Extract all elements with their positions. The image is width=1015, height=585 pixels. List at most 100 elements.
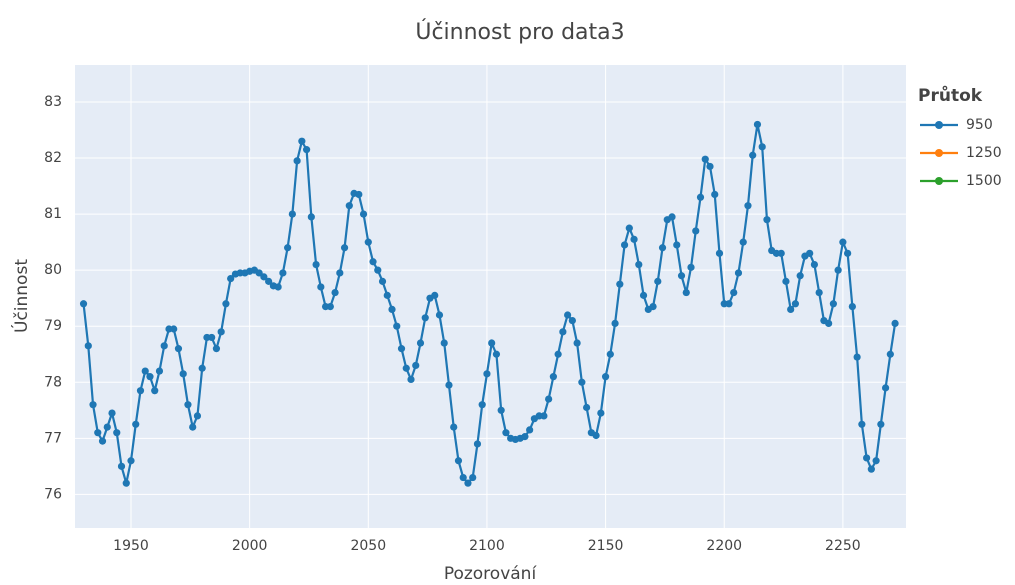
legend-swatch-marker bbox=[935, 149, 943, 157]
x-tick-label: 2250 bbox=[825, 538, 861, 554]
data-point bbox=[265, 277, 273, 285]
data-point bbox=[568, 317, 576, 325]
x-tick-label: 1950 bbox=[113, 538, 149, 554]
data-point bbox=[559, 328, 567, 336]
data-point bbox=[606, 350, 614, 358]
data-point bbox=[227, 274, 235, 283]
data-point bbox=[293, 157, 301, 165]
data-point bbox=[184, 401, 192, 409]
data-point bbox=[564, 311, 572, 319]
data-point bbox=[834, 266, 842, 274]
data-point bbox=[393, 322, 401, 330]
data-point bbox=[853, 353, 861, 361]
data-point bbox=[98, 437, 107, 445]
data-point bbox=[141, 367, 149, 375]
data-point bbox=[326, 302, 334, 311]
data-point bbox=[763, 216, 771, 224]
data-point bbox=[469, 473, 477, 482]
y-tick-label: 82 bbox=[44, 150, 62, 166]
data-point bbox=[630, 235, 638, 243]
data-point bbox=[117, 462, 126, 470]
y-tick-label: 81 bbox=[44, 206, 62, 222]
data-point bbox=[601, 373, 610, 381]
data-point bbox=[734, 269, 743, 277]
data-point bbox=[464, 479, 472, 487]
data-point bbox=[127, 457, 135, 465]
data-point bbox=[796, 272, 804, 280]
x-tick-label: 2000 bbox=[232, 538, 268, 554]
data-point bbox=[787, 305, 795, 313]
data-point bbox=[739, 238, 747, 246]
data-point bbox=[79, 300, 88, 308]
data-point bbox=[170, 325, 178, 333]
data-point bbox=[639, 291, 648, 299]
data-point bbox=[317, 283, 325, 291]
data-point bbox=[815, 288, 823, 297]
data-point bbox=[758, 143, 766, 151]
data-point bbox=[151, 387, 159, 395]
data-point bbox=[635, 260, 643, 269]
x-axis-title: Pozorování bbox=[444, 564, 538, 584]
data-point bbox=[179, 370, 187, 378]
data-point bbox=[829, 300, 837, 308]
legend-label: 1250 bbox=[966, 145, 1002, 161]
legend-swatch-marker bbox=[935, 121, 943, 129]
data-point bbox=[284, 244, 292, 252]
data-point bbox=[445, 381, 453, 389]
data-point bbox=[497, 406, 505, 414]
data-point bbox=[730, 288, 738, 297]
data-point bbox=[136, 387, 145, 395]
data-point bbox=[302, 146, 311, 154]
data-point bbox=[132, 420, 140, 428]
data-point bbox=[369, 258, 377, 266]
data-point bbox=[668, 213, 676, 221]
data-point bbox=[89, 401, 97, 409]
data-point bbox=[658, 244, 667, 252]
data-point bbox=[307, 213, 315, 221]
data-point bbox=[402, 364, 410, 372]
data-point bbox=[312, 260, 320, 269]
data-point bbox=[274, 283, 282, 291]
legend-title: Průtok bbox=[918, 84, 983, 106]
data-point bbox=[545, 395, 553, 403]
data-point bbox=[706, 162, 714, 171]
data-point bbox=[459, 473, 467, 482]
data-point bbox=[331, 288, 339, 297]
data-point bbox=[701, 155, 709, 163]
y-tick-label: 83 bbox=[44, 94, 62, 110]
y-tick-label: 79 bbox=[44, 318, 62, 334]
data-point bbox=[554, 350, 562, 358]
data-point bbox=[212, 345, 221, 353]
data-point bbox=[421, 314, 429, 322]
data-point bbox=[412, 361, 420, 370]
data-point bbox=[374, 266, 382, 274]
legend-label: 950 bbox=[966, 117, 993, 133]
data-point bbox=[478, 401, 486, 409]
data-point bbox=[383, 291, 391, 299]
y-tick-label: 77 bbox=[44, 430, 62, 446]
data-point bbox=[844, 249, 852, 257]
plot-area bbox=[75, 65, 906, 528]
legend-swatch-marker bbox=[935, 177, 943, 185]
data-point bbox=[103, 423, 111, 431]
data-point bbox=[540, 412, 548, 420]
data-point bbox=[260, 273, 268, 281]
data-point bbox=[711, 190, 719, 199]
data-point bbox=[744, 202, 752, 210]
x-tick-label: 2050 bbox=[350, 538, 386, 554]
data-point bbox=[340, 244, 349, 252]
data-point bbox=[521, 433, 529, 441]
data-point bbox=[94, 429, 102, 437]
data-point bbox=[578, 378, 586, 386]
data-point bbox=[549, 373, 557, 381]
data-point bbox=[388, 305, 396, 313]
data-point bbox=[502, 429, 510, 437]
data-point bbox=[146, 373, 154, 381]
data-point bbox=[877, 420, 885, 428]
data-point bbox=[174, 345, 183, 353]
y-tick-label: 78 bbox=[44, 374, 62, 390]
y-tick-label: 76 bbox=[44, 486, 62, 502]
data-point bbox=[431, 291, 439, 299]
data-point bbox=[886, 350, 894, 358]
data-point bbox=[839, 238, 847, 246]
